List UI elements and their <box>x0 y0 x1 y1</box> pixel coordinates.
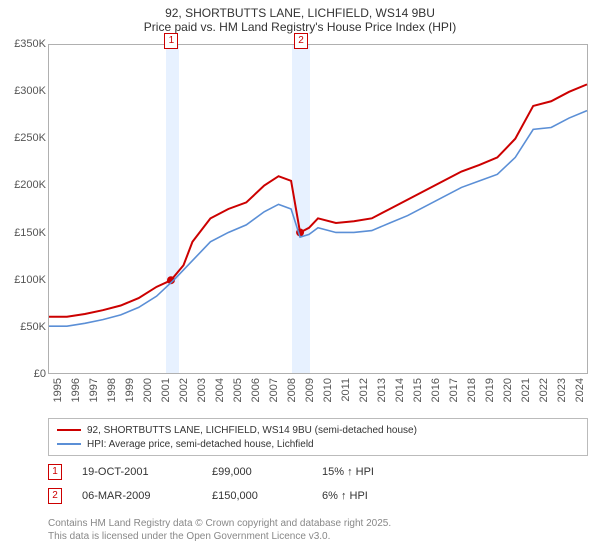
event-flag-icon: 1 <box>48 464 62 480</box>
x-tick-label: 1998 <box>106 378 118 402</box>
footnote: Contains HM Land Registry data © Crown c… <box>48 518 588 543</box>
legend: 92, SHORTBUTTS LANE, LICHFIELD, WS14 9BU… <box>48 418 588 456</box>
legend-label: HPI: Average price, semi-detached house,… <box>87 439 314 450</box>
x-tick-label: 2021 <box>520 378 532 402</box>
y-tick-label: £100K <box>2 274 46 286</box>
events-table: 1 19-OCT-2001 £99,000 15% ↑ HPI 2 06-MAR-2009… <box>48 460 588 508</box>
y-tick-label: £50K <box>2 321 46 333</box>
x-tick-label: 2000 <box>142 378 154 402</box>
x-tick-label: 2006 <box>250 378 262 402</box>
x-tick-label: 2024 <box>574 378 586 402</box>
x-tick-label: 2005 <box>232 378 244 402</box>
title-line-1: 92, SHORTBUTTS LANE, LICHFIELD, WS14 9BU <box>10 6 590 20</box>
event-flag-icon: 2 <box>48 488 62 504</box>
x-tick-label: 2018 <box>466 378 478 402</box>
y-tick-label: £250K <box>2 132 46 144</box>
event-hpi-note: 6% ↑ HPI <box>322 490 588 502</box>
legend-item: HPI: Average price, semi-detached house,… <box>57 437 579 451</box>
x-tick-label: 2015 <box>412 378 424 402</box>
x-tick-label: 2020 <box>502 378 514 402</box>
footnote-line-1: Contains HM Land Registry data © Crown c… <box>48 518 588 531</box>
x-tick-label: 2022 <box>538 378 550 402</box>
event-date: 19-OCT-2001 <box>82 466 192 478</box>
series-subject <box>49 84 587 316</box>
plot-area: 12 <box>48 44 588 374</box>
x-tick-label: 2014 <box>394 378 406 402</box>
plot-svg <box>49 45 587 373</box>
event-price: £150,000 <box>212 490 302 502</box>
event-row: 2 06-MAR-2009 £150,000 6% ↑ HPI <box>48 484 588 508</box>
x-tick-label: 2009 <box>304 378 316 402</box>
x-tick-label: 2002 <box>178 378 190 402</box>
x-tick-label: 2016 <box>430 378 442 402</box>
legend-label: 92, SHORTBUTTS LANE, LICHFIELD, WS14 9BU… <box>87 425 417 436</box>
event-flag: 1 <box>164 33 178 49</box>
x-tick-label: 1995 <box>52 378 64 402</box>
x-tick-label: 2003 <box>196 378 208 402</box>
x-tick-label: 1999 <box>124 378 136 402</box>
x-tick-label: 1997 <box>88 378 100 402</box>
x-tick-label: 2008 <box>286 378 298 402</box>
x-tick-label: 2010 <box>322 378 334 402</box>
y-tick-label: £300K <box>2 85 46 97</box>
y-tick-label: £0 <box>2 368 46 380</box>
legend-item: 92, SHORTBUTTS LANE, LICHFIELD, WS14 9BU… <box>57 423 579 437</box>
event-flag: 2 <box>294 33 308 49</box>
x-tick-label: 2019 <box>484 378 496 402</box>
legend-swatch <box>57 429 81 431</box>
x-tick-label: 2007 <box>268 378 280 402</box>
x-tick-label: 2023 <box>556 378 568 402</box>
footnote-line-2: This data is licensed under the Open Gov… <box>48 531 588 544</box>
title-line-2: Price paid vs. HM Land Registry's House … <box>10 20 590 34</box>
chart-container: 92, SHORTBUTTS LANE, LICHFIELD, WS14 9BU… <box>0 0 600 560</box>
event-hpi-note: 15% ↑ HPI <box>322 466 588 478</box>
x-tick-label: 2013 <box>376 378 388 402</box>
x-tick-label: 2004 <box>214 378 226 402</box>
event-date: 06-MAR-2009 <box>82 490 192 502</box>
x-tick-label: 2012 <box>358 378 370 402</box>
y-tick-label: £150K <box>2 227 46 239</box>
x-tick-label: 2011 <box>340 378 352 402</box>
title-block: 92, SHORTBUTTS LANE, LICHFIELD, WS14 9BU… <box>0 0 600 36</box>
x-tick-label: 1996 <box>70 378 82 402</box>
event-row: 1 19-OCT-2001 £99,000 15% ↑ HPI <box>48 460 588 484</box>
x-tick-label: 2017 <box>448 378 460 402</box>
event-price: £99,000 <box>212 466 302 478</box>
legend-swatch <box>57 443 81 445</box>
y-tick-label: £350K <box>2 38 46 50</box>
y-tick-label: £200K <box>2 179 46 191</box>
x-tick-label: 2001 <box>160 378 172 402</box>
